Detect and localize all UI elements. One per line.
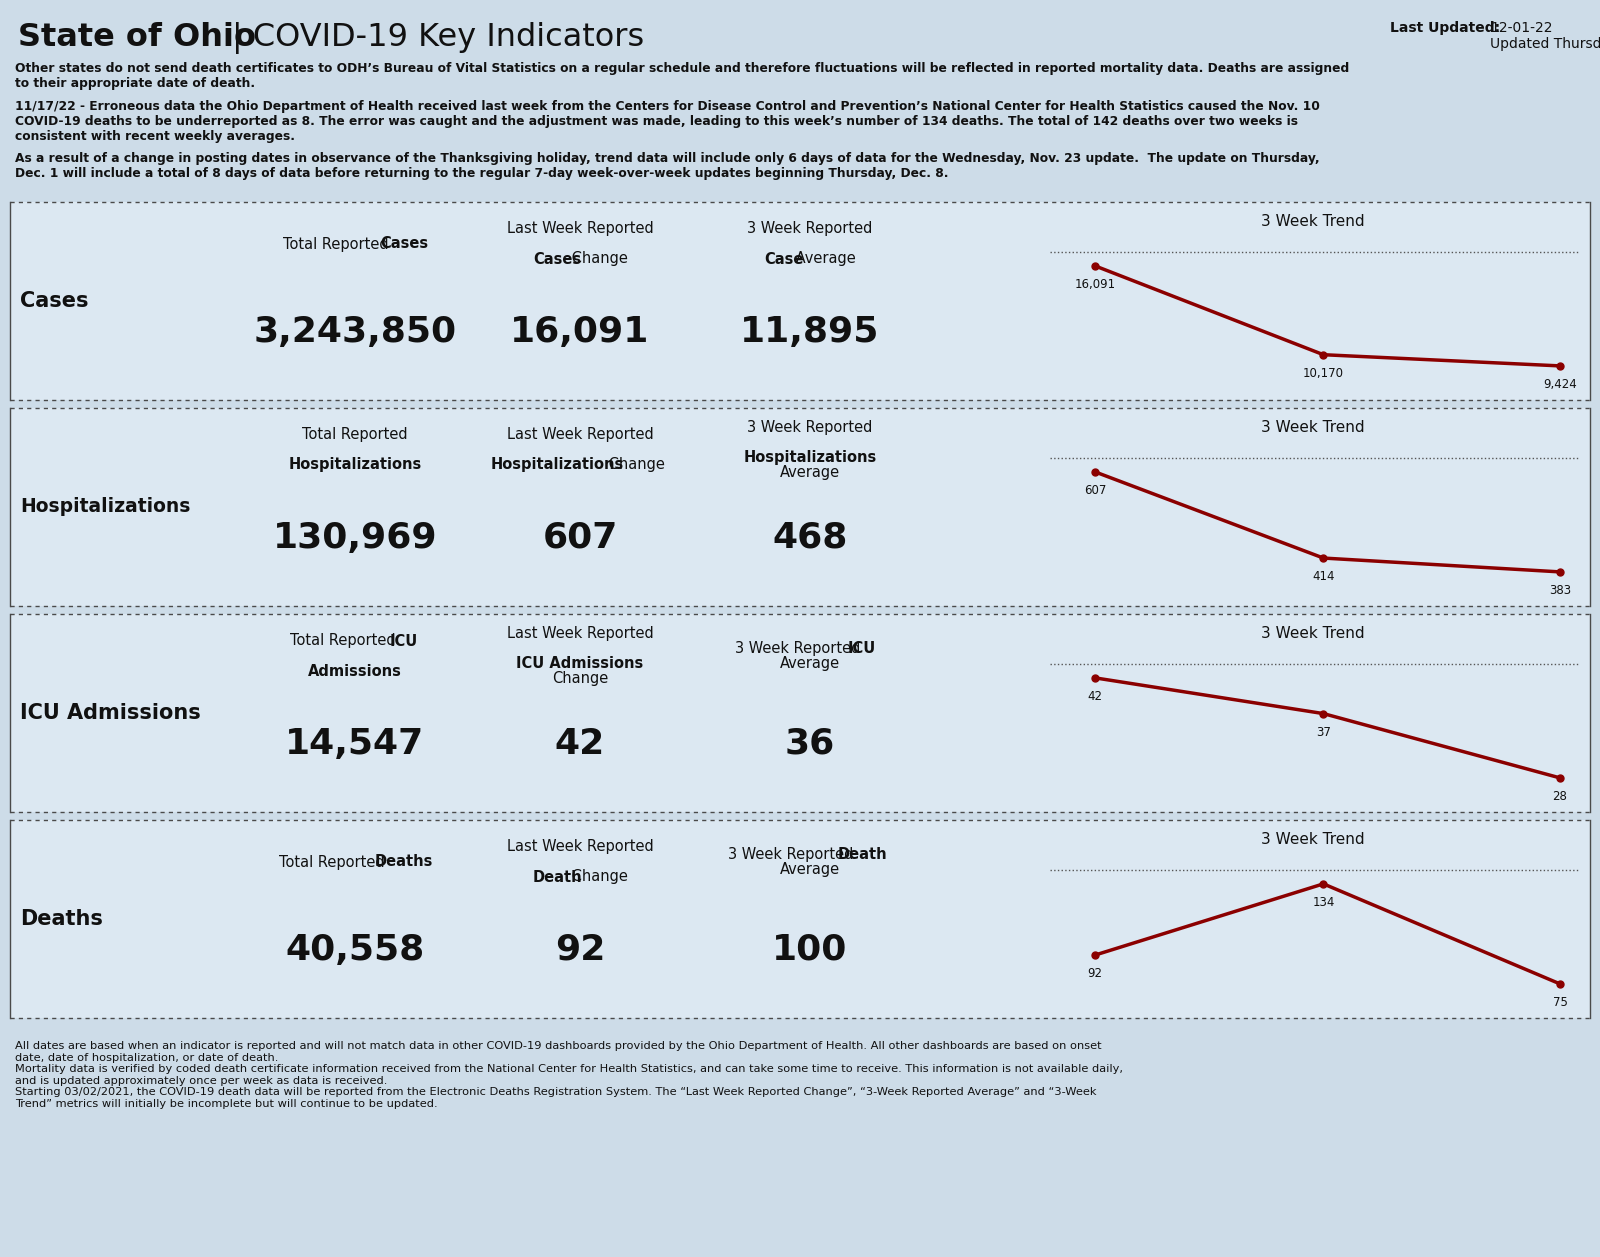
Text: 12-01-22: 12-01-22: [1490, 21, 1552, 35]
Bar: [10, 409, 1590, 606]
Text: Hospitalizations: Hospitalizations: [288, 458, 422, 473]
Text: 92: 92: [1088, 967, 1102, 980]
Text: Updated Thursdays: Updated Thursdays: [1490, 36, 1600, 52]
Text: 9,424: 9,424: [1542, 378, 1578, 391]
Text: 134: 134: [1312, 896, 1334, 909]
Text: Deaths: Deaths: [374, 855, 434, 870]
Text: 37: 37: [1315, 725, 1331, 739]
Text: All dates are based when an indicator is reported and will not match data in oth: All dates are based when an indicator is…: [14, 1041, 1123, 1109]
Text: Deaths: Deaths: [19, 909, 102, 929]
Text: 40,558: 40,558: [285, 933, 424, 967]
Text: 607: 607: [542, 520, 618, 556]
Text: Cases: Cases: [533, 251, 581, 266]
Text: Total Reported: Total Reported: [280, 855, 390, 870]
Text: Last Week Reported: Last Week Reported: [507, 840, 653, 855]
Text: Total Reported: Total Reported: [290, 634, 400, 649]
Text: 3 Week Reported: 3 Week Reported: [747, 221, 872, 236]
Text: 3 Week Reported: 3 Week Reported: [747, 420, 872, 435]
Text: State of Ohio: State of Ohio: [18, 23, 256, 54]
Text: Hospitalizations: Hospitalizations: [19, 498, 190, 517]
Text: 130,969: 130,969: [272, 520, 437, 556]
Text: Last Week Reported: Last Week Reported: [507, 626, 653, 641]
Text: Average: Average: [792, 251, 856, 266]
Text: 3 Week Trend: 3 Week Trend: [1261, 215, 1365, 230]
Text: 14,547: 14,547: [285, 727, 424, 760]
Text: Change: Change: [605, 458, 666, 473]
Text: 3 Week Trend: 3 Week Trend: [1261, 832, 1365, 847]
Text: ICU Admissions: ICU Admissions: [19, 703, 200, 723]
Text: Average: Average: [779, 656, 840, 671]
Text: 36: 36: [786, 727, 835, 760]
Text: Hospitalizations: Hospitalizations: [491, 458, 624, 473]
Text: Last Week Reported: Last Week Reported: [507, 427, 653, 442]
Text: 100: 100: [773, 933, 848, 967]
Text: 42: 42: [1088, 690, 1102, 703]
Text: ICU Admissions: ICU Admissions: [517, 656, 643, 671]
Text: 28: 28: [1552, 789, 1568, 803]
Text: 414: 414: [1312, 571, 1334, 583]
Text: ICU: ICU: [390, 634, 418, 649]
Text: Cases: Cases: [19, 292, 88, 310]
Text: Last Updated:: Last Updated:: [1390, 21, 1501, 35]
Text: Average: Average: [779, 862, 840, 877]
Text: Case: Case: [765, 251, 803, 266]
Bar: [10, 613, 1590, 812]
Text: Cases: Cases: [379, 236, 427, 251]
Text: ICU: ICU: [848, 641, 877, 656]
Text: 16,091: 16,091: [1075, 278, 1115, 290]
Text: 75: 75: [1552, 996, 1568, 1009]
Text: Change: Change: [552, 671, 608, 686]
Text: 92: 92: [555, 933, 605, 967]
Text: Death: Death: [533, 870, 582, 885]
Text: 3 Week Trend: 3 Week Trend: [1261, 626, 1365, 641]
Text: Average: Average: [779, 465, 840, 480]
Text: 42: 42: [555, 727, 605, 760]
Text: 11,895: 11,895: [741, 316, 880, 349]
Text: 3 Week Reported: 3 Week Reported: [734, 641, 864, 656]
Text: 468: 468: [773, 520, 848, 556]
Bar: [10, 820, 1590, 1018]
Text: 16,091: 16,091: [510, 316, 650, 349]
Text: Death: Death: [837, 847, 886, 862]
Text: Last Week Reported: Last Week Reported: [507, 221, 653, 236]
Text: 3 Week Reported: 3 Week Reported: [728, 847, 858, 862]
Text: 10,170: 10,170: [1302, 367, 1344, 380]
Text: Hospitalizations: Hospitalizations: [744, 450, 877, 465]
Text: As a result of a change in posting dates in observance of the Thanksgiving holid: As a result of a change in posting dates…: [14, 152, 1320, 180]
Bar: [10, 202, 1590, 400]
Text: Change: Change: [566, 251, 627, 266]
Text: 3,243,850: 3,243,850: [253, 316, 456, 349]
Text: Change: Change: [566, 870, 627, 885]
Text: Total Reported: Total Reported: [302, 427, 408, 442]
Text: | COVID-19 Key Indicators: | COVID-19 Key Indicators: [232, 23, 645, 54]
Text: Other states do not send death certificates to ODH’s Bureau of Vital Statistics : Other states do not send death certifica…: [14, 62, 1349, 91]
Text: Total Reported: Total Reported: [283, 236, 394, 251]
Text: 11/17/22 - Erroneous data the Ohio Department of Health received last week from : 11/17/22 - Erroneous data the Ohio Depar…: [14, 101, 1320, 143]
Text: Admissions: Admissions: [309, 664, 402, 679]
Text: 3 Week Trend: 3 Week Trend: [1261, 421, 1365, 435]
Text: 607: 607: [1083, 484, 1106, 497]
Text: 383: 383: [1549, 585, 1571, 597]
